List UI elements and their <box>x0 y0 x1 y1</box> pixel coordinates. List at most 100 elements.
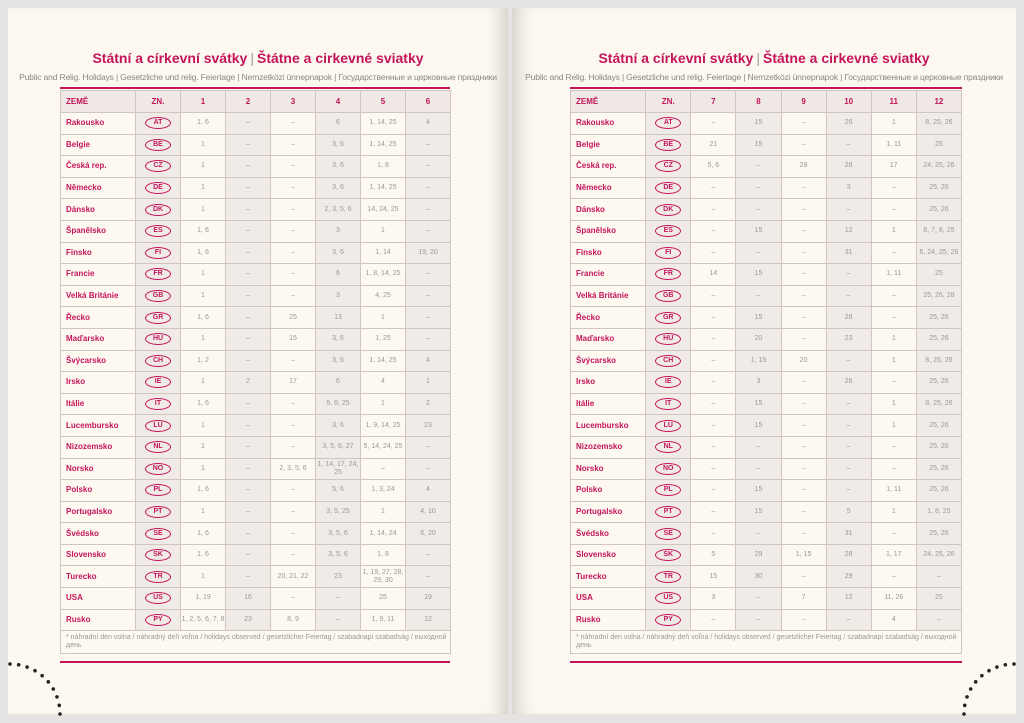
holiday-dates-cell: 25, 26 <box>915 306 963 329</box>
holiday-dates-cell: – <box>780 414 827 437</box>
holiday-dates-cell: – <box>360 457 406 481</box>
holiday-dates-cell: 15 <box>690 565 737 589</box>
holiday-dates-cell: 7 <box>780 587 827 610</box>
holiday-dates-cell: 8, 25, 26 <box>915 112 963 135</box>
country-code-badge: DK <box>145 203 171 216</box>
holiday-dates-cell: 5, 6 <box>690 155 737 178</box>
footnote-row: * náhradní den volna / náhradný deň voľn… <box>570 630 962 655</box>
holiday-dates-cell: – <box>690 522 737 545</box>
holiday-dates-cell: 1 <box>180 155 226 178</box>
holiday-dates-cell: – <box>405 133 451 157</box>
holiday-dates-cell: 1 <box>180 435 226 459</box>
holiday-dates-cell: – <box>225 349 271 373</box>
holiday-dates-cell: – <box>780 565 827 589</box>
table-row: Dánsko DK 1– –2, 3, 5, 6 14, 24, 25– <box>60 198 451 221</box>
holiday-dates-cell: – <box>870 371 917 394</box>
holiday-dates-cell: – <box>225 241 271 265</box>
country-code-cell: FR <box>645 263 692 286</box>
table-row: Itálie IT 1, 6– –5, 6, 25 1 2 <box>60 392 451 416</box>
holiday-dates-cell: 15 <box>735 219 782 243</box>
holiday-dates-cell: – <box>915 565 963 589</box>
header-country: ZEMĚ <box>60 90 136 113</box>
header-month: 1 <box>180 90 226 113</box>
holiday-dates-cell: 23 <box>405 414 451 437</box>
holiday-dates-cell: 15 <box>735 392 782 416</box>
country-name: USA <box>60 587 136 610</box>
table-row: Dánsko DK – – – – –25, 26 <box>569 198 963 221</box>
table-row: Španělsko ES 1, 6– –3 1– <box>60 219 451 243</box>
holiday-dates-cell: – <box>690 176 737 200</box>
holiday-dates-cell: – <box>270 479 316 502</box>
country-name: Švédsko <box>60 522 136 545</box>
country-code-cell: IT <box>645 392 692 416</box>
country-code-cell: NL <box>135 435 181 459</box>
country-code-cell: NO <box>645 457 692 481</box>
holiday-dates-cell: 28 <box>825 306 872 329</box>
country-code-cell: LU <box>645 414 692 437</box>
holiday-dates-cell: 14 <box>690 263 737 286</box>
holiday-dates-cell: 1, 17 <box>870 543 917 567</box>
country-name: Švýcarsko <box>569 349 647 373</box>
country-code-cell: SK <box>135 543 181 567</box>
holiday-dates-cell: 1, 15 <box>780 543 827 567</box>
holiday-dates-cell: 3 <box>315 219 361 243</box>
holiday-dates-cell: – <box>870 306 917 329</box>
footnote: * náhradní den volna / náhradný deň voľn… <box>60 630 451 655</box>
country-code-cell: US <box>645 587 692 610</box>
country-name: Slovensko <box>569 543 647 567</box>
country-name: Finsko <box>569 241 647 265</box>
holiday-dates-cell: – <box>225 176 271 200</box>
country-code-badge: SE <box>655 527 682 540</box>
country-name: Velká Británie <box>569 284 647 308</box>
table-row: Rusko PY – – – –4– <box>569 608 963 632</box>
holiday-dates-cell: 1, 15 <box>735 349 782 373</box>
table-row: Belgie BE 21 15– –1, 11 25 <box>569 133 963 157</box>
holiday-dates-cell: 25, 26 <box>915 522 963 545</box>
holiday-dates-cell: 1 <box>870 500 917 524</box>
holiday-dates-cell: – <box>690 457 737 481</box>
holiday-dates-cell: 4 <box>405 479 451 502</box>
country-name: Itálie <box>569 392 647 416</box>
page-title: Státní a církevní svátky | Štátne a cirkev… <box>598 50 930 66</box>
holiday-dates-cell: 1, 8 <box>360 543 406 567</box>
country-code-badge: LU <box>655 419 682 432</box>
table-row: Německo DE 1– –3, 6 1, 14, 25– <box>60 176 451 200</box>
header-row: ZEMĚ ZN. 7 8 9 10 11 12 <box>569 90 963 113</box>
decoration-dot <box>8 662 12 666</box>
title-czech: Státní a církevní svátky <box>92 50 248 66</box>
holiday-dates-cell: – <box>780 500 827 524</box>
country-code-cell: GB <box>645 284 692 308</box>
holiday-dates-cell: 1, 6 <box>180 479 226 502</box>
holiday-dates-cell: 23 <box>825 327 872 351</box>
holiday-dates-cell: 1 <box>360 392 406 416</box>
holiday-dates-cell: – <box>780 112 827 135</box>
table-row: Švédsko SE 1, 6– –3, 5, 6 1, 14, 24 6, 20 <box>60 522 451 545</box>
country-name: Belgie <box>569 133 647 157</box>
country-code-badge: IE <box>145 376 171 389</box>
holiday-dates-cell: – <box>825 263 872 286</box>
holiday-dates-cell: – <box>405 284 451 308</box>
holiday-dates-cell: – <box>225 565 271 589</box>
country-code-badge: BE <box>655 138 682 151</box>
table-row: Irsko IE 1 2 17 6 4 1 <box>60 371 451 394</box>
holiday-dates-cell: – <box>690 608 737 632</box>
holiday-dates-cell: – <box>825 414 872 437</box>
holiday-dates-cell: – <box>825 435 872 459</box>
country-name: Dánsko <box>60 198 136 221</box>
holiday-dates-cell: – <box>405 435 451 459</box>
decoration-dot <box>57 703 62 708</box>
holiday-dates-cell: 31 <box>825 241 872 265</box>
holiday-dates-cell: – <box>780 435 827 459</box>
country-name: Řecko <box>60 306 136 329</box>
holiday-dates-cell: – <box>225 479 271 502</box>
country-name: Nizozemsko <box>569 435 647 459</box>
holiday-dates-cell: – <box>270 349 316 373</box>
header-month: 3 <box>270 90 316 113</box>
holiday-dates-cell: 24, 25, 26 <box>915 543 963 567</box>
holiday-dates-cell: – <box>870 457 917 481</box>
country-name: Itálie <box>60 392 136 416</box>
holiday-dates-cell: 1, 8 <box>360 155 406 178</box>
holiday-dates-cell: 6, 20 <box>405 522 451 545</box>
country-code-badge: AT <box>655 117 682 130</box>
holiday-dates-cell: 25 <box>915 587 963 610</box>
